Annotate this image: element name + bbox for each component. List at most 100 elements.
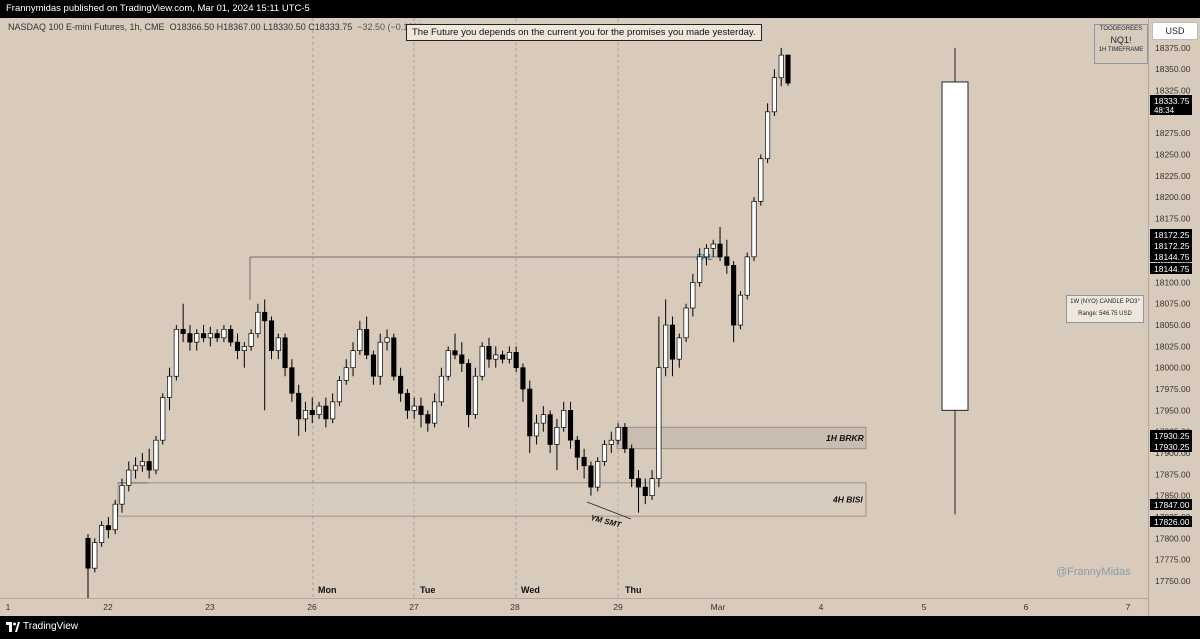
candle-body — [649, 478, 655, 496]
candle-body — [234, 341, 241, 351]
candle-body — [316, 405, 322, 415]
candle-body — [119, 485, 125, 505]
candle-body — [629, 448, 635, 479]
candle-body — [683, 307, 689, 339]
time-tick-label: 28 — [510, 602, 520, 612]
watermark-line3: 1H TIMEFRAME — [1098, 47, 1144, 53]
author-handle: @FrannyMidas — [1056, 566, 1131, 578]
price-tick-label: 17975.00 — [1155, 384, 1191, 394]
price-tick-label: 17800.00 — [1155, 533, 1191, 543]
candle-body — [656, 367, 662, 479]
candle-body — [642, 486, 648, 496]
candle-body — [737, 294, 743, 326]
price-label-bg — [1150, 516, 1192, 527]
tradingview-logo-icon — [6, 622, 20, 632]
price-label-value: 17930.25 — [1154, 431, 1190, 441]
candle-body — [85, 537, 91, 569]
1h-breaker-label: 1H BRKR — [826, 433, 865, 443]
time-tick-label: 1 — [6, 602, 11, 612]
time-tick-label: 29 — [613, 602, 623, 612]
candle-body — [214, 333, 220, 339]
symbol-name[interactable]: NASDAQ 100 E-mini Futures, 1h, CME — [8, 22, 165, 32]
time-tick-label: 22 — [103, 602, 113, 612]
candle-body — [574, 439, 580, 458]
symbol-change: −32.50 (−0.18%) — [357, 22, 425, 32]
top-bar: Frannymidas published on TradingView.com… — [0, 0, 1200, 18]
time-tick-label: 4 — [819, 602, 824, 612]
price-tick-label: 18050.00 — [1155, 320, 1191, 330]
candle-body — [180, 328, 186, 334]
candle-body — [139, 461, 145, 467]
price-tick-label: 18225.00 — [1155, 171, 1191, 181]
candle-body — [513, 352, 519, 369]
candle-body — [364, 328, 370, 356]
price-tick-label: 18100.00 — [1155, 277, 1191, 287]
watermark-box: TOODEGREES NQ1! 1H TIMEFRAME — [1094, 24, 1148, 64]
candle-body — [133, 465, 139, 471]
price-label-value: 17826.00 — [1154, 517, 1190, 527]
currency-button[interactable]: USD — [1152, 22, 1198, 40]
price-label-bg — [1150, 263, 1192, 274]
candle-body — [527, 388, 533, 437]
candle-body — [330, 401, 336, 420]
candle-body — [160, 397, 166, 441]
price-tick-label: 17850.00 — [1155, 491, 1191, 501]
price-tick-label: 18200.00 — [1155, 192, 1191, 202]
candle-body — [425, 414, 431, 424]
candle-body — [778, 54, 784, 79]
price-tick-label: 18375.00 — [1155, 43, 1191, 53]
candle-body — [608, 439, 614, 445]
candle-body — [466, 363, 472, 415]
price-tick-label: 18075.00 — [1155, 299, 1191, 309]
candle-body — [601, 444, 608, 462]
candle-body — [690, 282, 696, 309]
candle-body — [357, 328, 363, 351]
candle-body — [126, 469, 132, 486]
range-box: 1W (NYO) CANDLE PO3° Range: 546.75 USD — [1066, 295, 1144, 323]
candle-body — [717, 243, 723, 258]
candle-body — [506, 352, 512, 360]
candle-body — [398, 375, 404, 394]
candle-body — [187, 333, 193, 343]
day-label: Thu — [625, 585, 642, 595]
candle-body — [595, 461, 601, 488]
watermark-line1: TOODEGREES — [1099, 26, 1143, 32]
candle-body — [404, 392, 410, 411]
price-label-bg — [1150, 441, 1192, 452]
symbol-legend[interactable]: NASDAQ 100 E-mini Futures, 1h, CME O1836… — [8, 22, 424, 32]
price-label-bg — [1150, 95, 1192, 115]
price-tick-label: 17950.00 — [1155, 405, 1191, 415]
candle-body — [445, 350, 451, 377]
candle-body — [221, 328, 227, 339]
candle-body — [615, 427, 621, 441]
candle-body — [622, 427, 628, 450]
candle-body — [785, 54, 791, 84]
quote-text: The Future you depends on the current yo… — [406, 24, 762, 41]
candle-body — [567, 410, 574, 441]
candle-body — [635, 478, 642, 488]
price-tick-label: 17750.00 — [1155, 576, 1191, 586]
candle-body — [669, 324, 676, 360]
price-tick-label: 17775.00 — [1155, 555, 1191, 565]
price-tick-label: 18000.00 — [1155, 363, 1191, 373]
candle-body — [751, 201, 757, 258]
time-tick-label: 23 — [205, 602, 215, 612]
day-label: Tue — [420, 585, 435, 595]
candle-body — [418, 405, 424, 415]
candle-body — [520, 367, 526, 390]
candle-body — [710, 243, 716, 249]
candle-body — [758, 158, 764, 202]
candle-body — [262, 311, 268, 322]
candle-body — [731, 265, 737, 326]
candle-body — [92, 542, 98, 569]
price-label-value: 17847.00 — [1154, 500, 1190, 510]
time-axis[interactable] — [0, 598, 1148, 617]
candle-body — [486, 346, 492, 360]
candle-body — [391, 337, 397, 377]
price-label-value: 18144.75 — [1154, 264, 1190, 274]
candle-body — [282, 337, 288, 369]
price-tick-label: 17875.00 — [1155, 469, 1191, 479]
price-tick-label: 17900.00 — [1155, 448, 1191, 458]
time-tick-label: 26 — [307, 602, 317, 612]
price-label-value: 18333.75 — [1154, 96, 1190, 106]
